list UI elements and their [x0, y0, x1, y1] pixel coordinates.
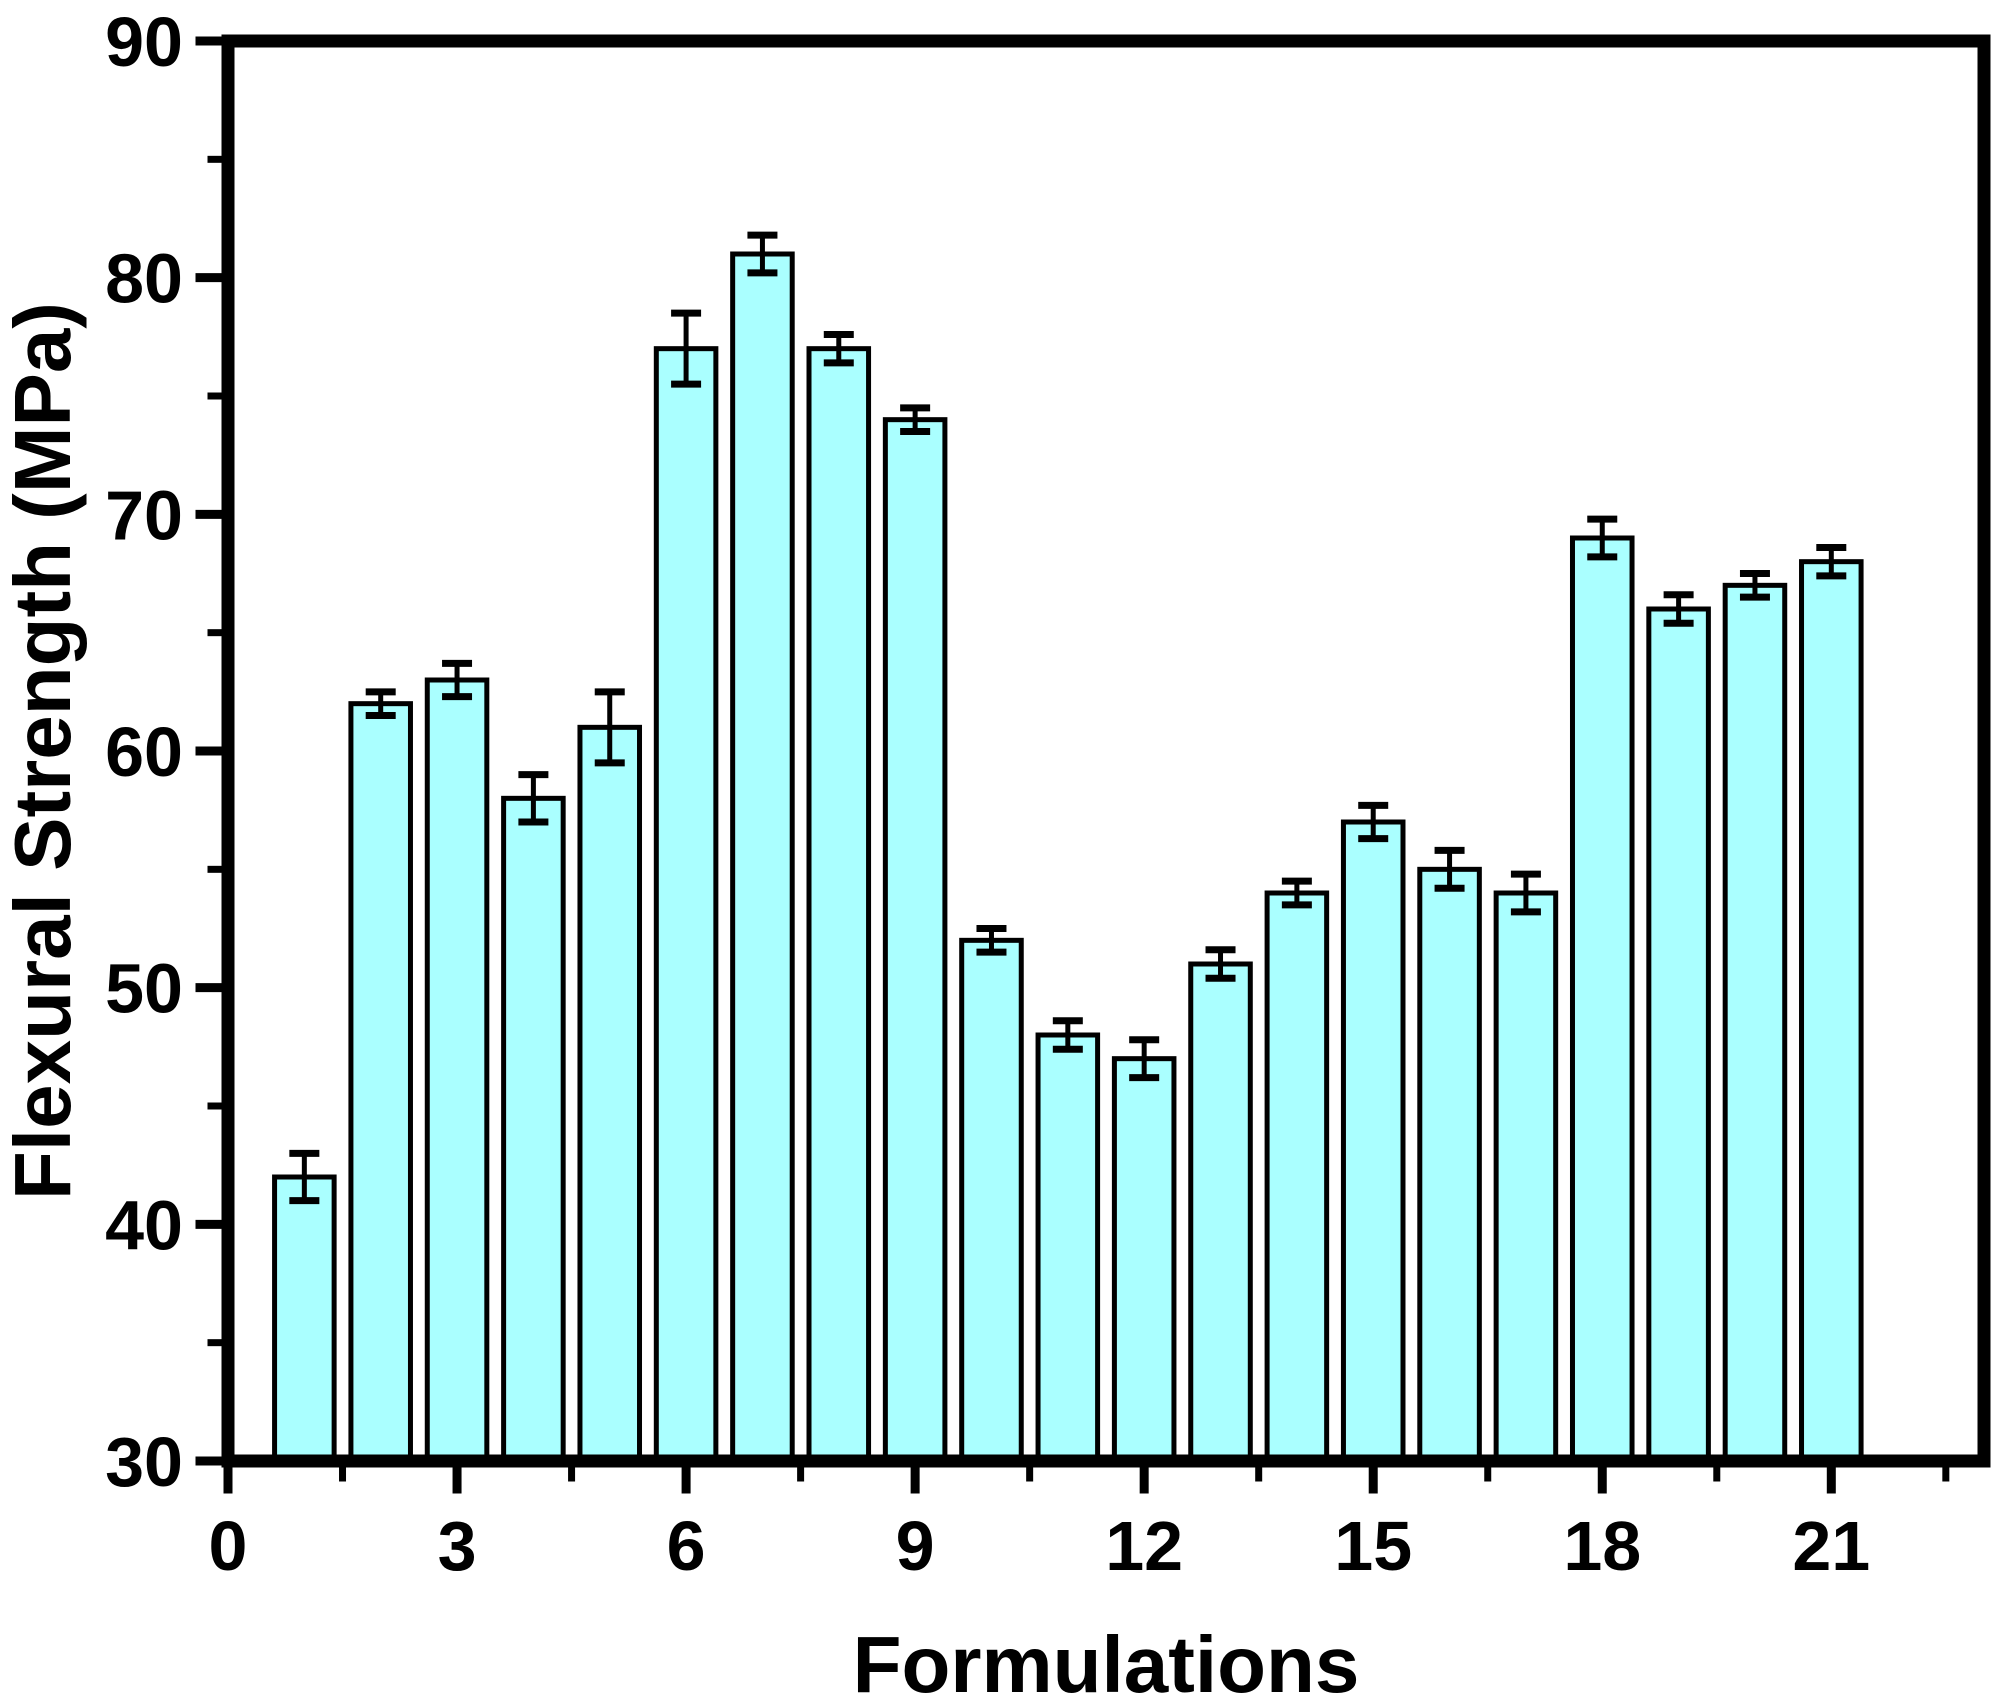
- y-tick-label: 60: [105, 713, 183, 791]
- plot-box: [221, 34, 1991, 1468]
- y-tick-label: 70: [105, 476, 183, 554]
- x-tick-label: 18: [1563, 1507, 1641, 1585]
- x-tick-label: 9: [896, 1507, 935, 1585]
- x-tick-label: 0: [209, 1507, 248, 1585]
- x-tick-label: 3: [438, 1507, 477, 1585]
- tick-labels-layer: 0 3 6 9 12 15 18 21 30 40 50 60 70 80 90: [105, 3, 1870, 1585]
- bar: [1417, 866, 1482, 1464]
- bar: [882, 417, 948, 1464]
- x-tick-label: 12: [1105, 1507, 1183, 1585]
- bar: [1035, 1032, 1101, 1464]
- bar: [1111, 1056, 1177, 1464]
- bar: [1340, 819, 1406, 1464]
- bar: [424, 677, 490, 1464]
- bar: [653, 346, 719, 1464]
- bar: [1646, 606, 1711, 1464]
- bar: [1722, 582, 1788, 1464]
- bar: [272, 1174, 337, 1464]
- x-tick-label: 15: [1334, 1507, 1412, 1585]
- y-tick-label: 30: [105, 1423, 183, 1501]
- bar: [1493, 890, 1559, 1464]
- bar: [348, 701, 413, 1464]
- error-bars-layer: [289, 231, 1847, 1205]
- bar: [730, 251, 795, 1464]
- bar: [1264, 890, 1330, 1464]
- bar: [501, 795, 566, 1464]
- bar: [1188, 961, 1253, 1464]
- y-axis-title: Flexural Strength (MPa): [0, 302, 87, 1200]
- y-tick-label: 80: [105, 240, 183, 318]
- bar: [959, 937, 1024, 1464]
- bar: [1799, 559, 1864, 1464]
- bar: [1569, 535, 1635, 1464]
- bars-layer: [272, 251, 1864, 1464]
- y-tick-label: 90: [105, 3, 183, 81]
- bar: [577, 724, 643, 1464]
- x-axis-title: Formulations: [853, 1620, 1360, 1708]
- y-tick-label: 50: [105, 950, 183, 1028]
- bar: [806, 346, 872, 1464]
- x-tick-label: 6: [667, 1507, 706, 1585]
- x-tick-label: 21: [1792, 1507, 1870, 1585]
- y-tick-label: 40: [105, 1186, 183, 1264]
- axes-layer: [195, 34, 1991, 1494]
